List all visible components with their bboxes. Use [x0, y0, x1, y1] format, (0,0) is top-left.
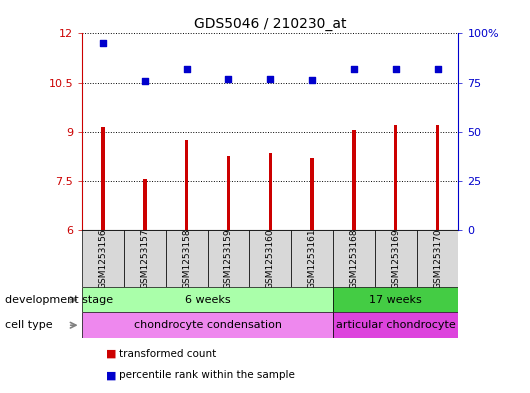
Point [224, 76, 233, 83]
Text: GSM1253159: GSM1253159 [224, 228, 233, 289]
Bar [101, 127, 105, 230]
Point [266, 75, 275, 82]
Text: transformed count: transformed count [119, 349, 216, 359]
FancyBboxPatch shape [333, 312, 458, 338]
Title: GDS5046 / 210230_at: GDS5046 / 210230_at [194, 17, 347, 31]
Point [308, 77, 316, 83]
Bar [227, 156, 230, 230]
FancyBboxPatch shape [166, 230, 208, 287]
Bar [185, 140, 188, 230]
Text: cell type: cell type [5, 320, 53, 330]
FancyBboxPatch shape [417, 230, 458, 287]
Text: ■: ■ [106, 370, 117, 380]
Point [350, 66, 358, 73]
FancyBboxPatch shape [375, 230, 417, 287]
Text: 6 weeks: 6 weeks [185, 295, 231, 305]
Text: GSM1253158: GSM1253158 [182, 228, 191, 289]
FancyBboxPatch shape [82, 230, 124, 287]
FancyBboxPatch shape [291, 230, 333, 287]
Point [434, 66, 442, 72]
Text: GSM1253170: GSM1253170 [433, 228, 442, 289]
Text: ■: ■ [106, 349, 117, 359]
FancyBboxPatch shape [208, 230, 250, 287]
FancyBboxPatch shape [333, 287, 458, 312]
Point [182, 66, 191, 73]
FancyBboxPatch shape [333, 230, 375, 287]
Text: GSM1253156: GSM1253156 [99, 228, 108, 289]
Text: chondrocyte condensation: chondrocyte condensation [134, 320, 281, 330]
Bar [311, 158, 314, 230]
FancyBboxPatch shape [124, 230, 166, 287]
Bar [394, 125, 398, 230]
Point [99, 40, 107, 46]
Bar [143, 179, 146, 230]
Point [392, 66, 400, 72]
Text: articular chondrocyte: articular chondrocyte [336, 320, 456, 330]
FancyBboxPatch shape [82, 287, 333, 312]
Text: GSM1253168: GSM1253168 [349, 228, 358, 289]
FancyBboxPatch shape [82, 312, 333, 338]
Text: GSM1253161: GSM1253161 [307, 228, 316, 289]
Bar [352, 130, 356, 230]
Bar [436, 125, 439, 230]
FancyBboxPatch shape [250, 230, 291, 287]
Text: development stage: development stage [5, 295, 113, 305]
Text: percentile rank within the sample: percentile rank within the sample [119, 370, 295, 380]
Point [140, 78, 149, 84]
Bar [269, 153, 272, 230]
Text: GSM1253169: GSM1253169 [391, 228, 400, 289]
Text: GSM1253157: GSM1253157 [140, 228, 149, 289]
Text: GSM1253160: GSM1253160 [266, 228, 275, 289]
Text: 17 weeks: 17 weeks [369, 295, 422, 305]
